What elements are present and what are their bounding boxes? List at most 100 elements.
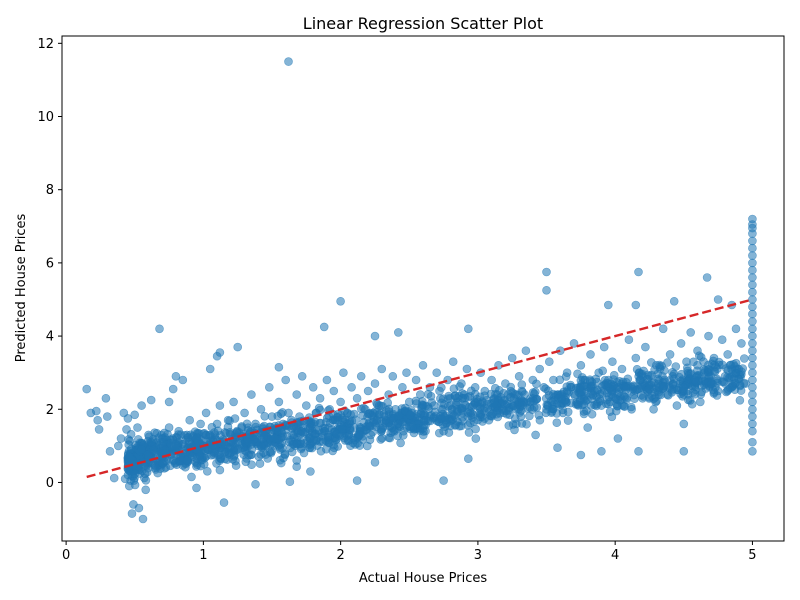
data-point-bg-1503	[644, 384, 654, 394]
data-point-1608	[109, 473, 119, 483]
data-point-1731	[352, 393, 362, 403]
data-point-1773	[498, 404, 507, 414]
data-point-bg-1383	[686, 369, 696, 378]
data-point-bg-825	[276, 409, 286, 419]
data-point-1766	[473, 397, 483, 407]
data-point-1699	[243, 434, 252, 443]
data-point-1795	[572, 397, 582, 407]
data-point-1726	[336, 397, 345, 407]
data-point-1861	[748, 324, 757, 334]
data-point-1855	[748, 280, 757, 290]
data-point-1779	[517, 386, 527, 396]
data-point-1605	[101, 393, 111, 403]
data-point-1829	[690, 375, 700, 385]
data-point-1800	[590, 386, 599, 396]
data-point-1621	[134, 503, 144, 513]
data-point-1614	[123, 414, 133, 423]
data-point-1797	[580, 375, 590, 385]
data-point-bg-1561	[292, 439, 302, 449]
data-point-1711	[284, 408, 293, 418]
x-tick-label: 2	[337, 548, 345, 563]
data-point-1718	[308, 382, 318, 392]
data-point-bg-1491	[575, 383, 585, 393]
data-point-1792	[562, 368, 572, 378]
data-point-bg-1531	[654, 390, 664, 399]
data-point-bg-1078	[140, 473, 149, 483]
data-point-1849	[748, 236, 757, 246]
data-point-1761	[457, 379, 466, 388]
data-point-1858	[748, 302, 757, 312]
data-point-1746	[404, 397, 414, 407]
data-point-bg-1414	[254, 452, 264, 462]
data-point-1801	[594, 368, 604, 378]
data-point-bg-565	[739, 354, 749, 363]
data-point-1784	[535, 364, 545, 374]
data-point-1653	[463, 454, 473, 464]
data-point-1783	[531, 430, 540, 440]
data-point-1687	[201, 408, 211, 418]
data-point-bg-1562	[376, 425, 386, 435]
data-point-1691	[215, 401, 225, 410]
data-point-1607	[105, 446, 115, 456]
data-point-1662	[634, 446, 643, 456]
chart-title: Linear Regression Scatter Plot	[303, 14, 543, 33]
data-point-1688	[205, 430, 215, 440]
data-point-1643	[292, 456, 302, 465]
data-point-1843	[737, 339, 746, 348]
data-point-1751	[421, 415, 431, 425]
data-point-bg-1553	[330, 427, 340, 437]
data-point-1749	[415, 390, 425, 399]
data-point-1677	[168, 456, 178, 465]
data-point-1802	[597, 401, 606, 410]
data-point-1645	[319, 322, 329, 332]
data-point-1727	[339, 368, 348, 378]
data-point-1695	[229, 397, 238, 407]
x-tick-label: 0	[62, 548, 70, 563]
data-point-1868	[748, 375, 757, 385]
data-point-1774	[501, 379, 510, 388]
data-point-1676	[164, 423, 174, 432]
data-point-1720	[315, 393, 325, 403]
data-point-bg-210	[663, 358, 672, 367]
data-point-1824	[672, 401, 682, 410]
plot-frame	[61, 35, 785, 542]
data-point-bg-1585	[241, 457, 251, 467]
data-point-1758	[446, 393, 455, 403]
data-point-bg-1448	[231, 456, 240, 466]
data-point-1604	[94, 425, 104, 434]
data-point-bg-1497	[315, 418, 325, 428]
data-point-1864	[748, 346, 757, 356]
data-point-1620	[133, 423, 142, 432]
data-point-1809	[621, 382, 631, 392]
data-point-1775	[503, 390, 513, 399]
data-point-1815	[641, 342, 650, 352]
data-point-1717	[306, 423, 315, 432]
data-point-1817	[649, 404, 658, 414]
data-point-1867	[748, 368, 757, 378]
data-point-1859	[748, 309, 757, 319]
data-point-1831	[695, 397, 705, 407]
data-point-1838	[720, 371, 730, 381]
data-point-bg-992	[309, 435, 319, 445]
data-point-1664	[679, 446, 689, 456]
data-point-1856	[748, 287, 757, 297]
data-point-1710	[281, 375, 291, 385]
data-point-1729	[347, 382, 356, 392]
x-tick-label: 5	[748, 548, 756, 563]
data-point-bg-1165	[396, 438, 405, 448]
data-point-1682	[185, 415, 194, 425]
data-point-1834	[706, 379, 716, 388]
data-point-1657	[576, 450, 586, 460]
regression-line	[86, 298, 753, 479]
data-point-1811	[627, 404, 636, 414]
y-tick-label: 6	[46, 256, 54, 271]
data-point-1835	[709, 353, 719, 363]
data-point-1810	[624, 335, 634, 345]
data-point-1701	[251, 419, 260, 429]
data-point-bg-1538	[263, 454, 273, 463]
data-point-bg-1340	[690, 389, 700, 399]
data-point-1610	[116, 434, 126, 443]
data-point-1833	[704, 331, 713, 341]
data-point-1622	[137, 401, 146, 410]
